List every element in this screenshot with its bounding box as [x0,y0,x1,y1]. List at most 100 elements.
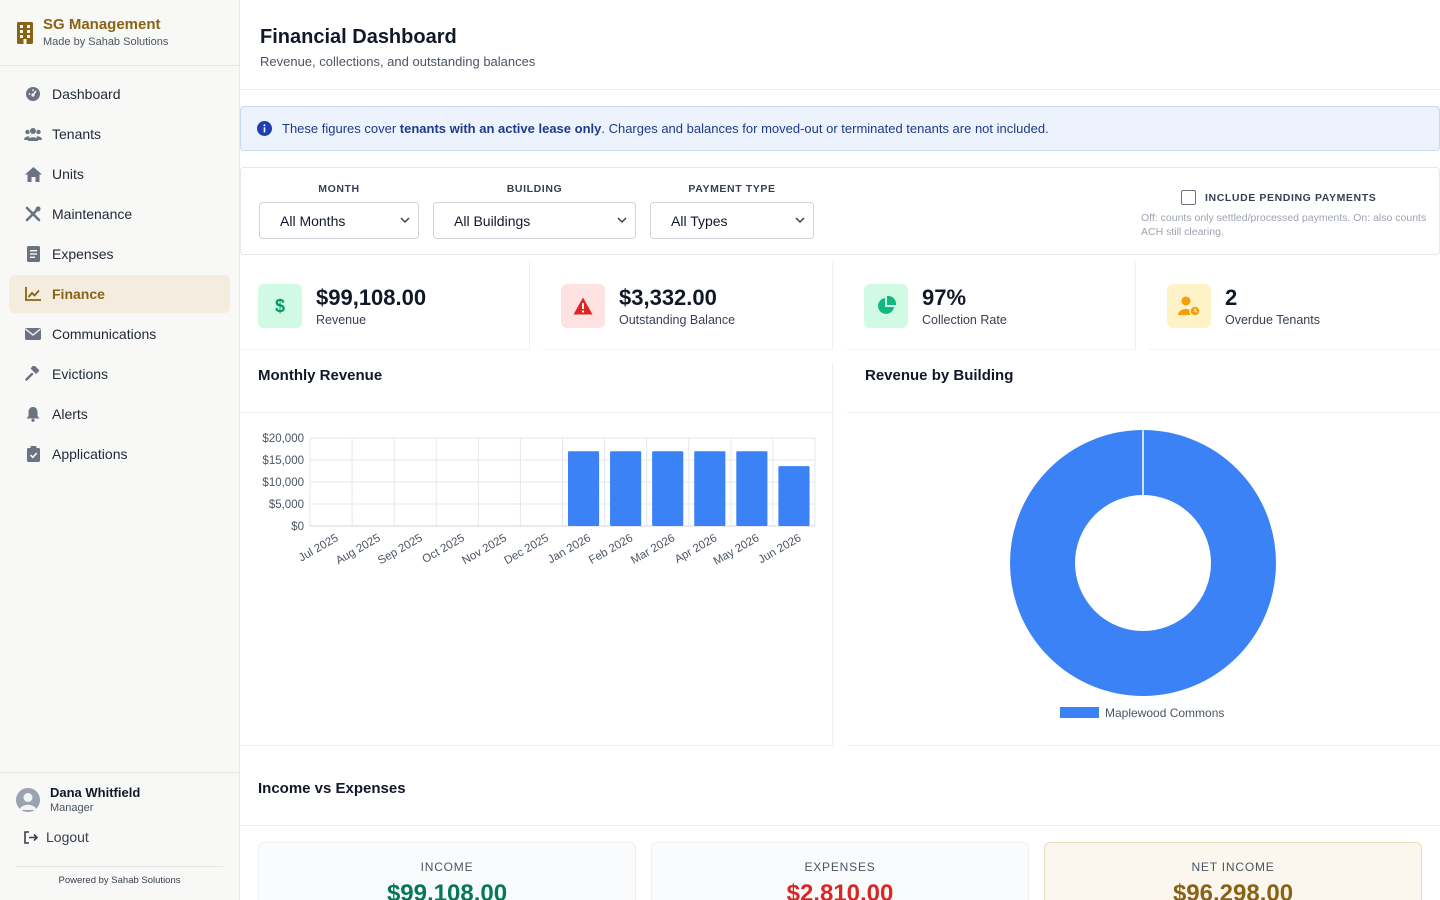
summary-label: NET INCOME [1191,860,1275,874]
kpi-outstanding-balance: $3,332.00 Outstanding Balance [543,262,833,350]
x-tick-label: Jul 2025 [297,532,341,564]
pending-payments-checkbox[interactable] [1181,190,1196,205]
bar [694,451,726,526]
main-content: Financial Dashboard Revenue, collections… [240,0,1440,900]
info-icon [257,121,272,136]
expenses-card: EXPENSES $2,810.00 [651,842,1029,900]
sidebar-item-alerts[interactable]: Alerts [9,395,230,433]
avatar [16,788,40,812]
summary-label: INCOME [420,860,474,874]
x-tick-label: Jan 2026 [546,532,593,566]
summary-value: $99,108.00 [386,880,508,900]
notice-suffix: . Charges and balances for moved-out or … [601,121,1049,136]
sidebar-item-label: Applications [52,446,128,462]
sidebar-item-label: Units [52,166,84,182]
home-icon [24,165,42,183]
kpi-label: Collection Rate [922,312,1007,327]
notice-emphasis: tenants with an active lease only [399,121,602,136]
building-filter-label: BUILDING [506,183,563,195]
bar [778,466,810,526]
y-tick-label: $0 [291,521,304,533]
kpi-label: Overdue Tenants [1225,312,1320,327]
kpi-revenue: $ $99,108.00 Revenue [240,262,530,350]
bar [610,451,642,526]
month-filter-label: MONTH [318,183,360,195]
dashboard-icon [24,85,42,103]
legend-label: Maplewood Commons [1105,706,1224,720]
y-tick-label: $20,000 [262,433,304,445]
notice-prefix: These figures cover [282,121,400,136]
kpi-label: Outstanding Balance [619,312,736,327]
sidebar-item-communications[interactable]: Communications [9,315,230,353]
sidebar-item-evictions[interactable]: Evictions [9,355,230,393]
x-tick-label: Sep 2025 [376,532,425,567]
user-profile[interactable]: Dana Whitfield Manager [0,773,239,815]
pie-chart-icon [864,283,908,328]
x-tick-label: Jun 2026 [756,532,803,566]
brand-title: SG Management [43,16,161,33]
kpi-row: $ $99,108.00 Revenue $3,332.00 Outstandi… [240,262,1440,350]
y-tick-label: $10,000 [262,477,304,489]
sidebar-item-units[interactable]: Units [9,155,230,193]
bar [567,451,600,526]
sidebar-item-dashboard[interactable]: Dashboard [9,75,230,113]
income-card: INCOME $99,108.00 [258,842,636,900]
logout-icon [24,830,38,844]
sidebar-item-maintenance[interactable]: Maintenance [9,195,230,233]
brand[interactable]: SG Management Made by Sahab Solutions [0,0,239,66]
revenue-by-building-chart: Maplewood Commons [1010,430,1276,720]
kpi-collection-rate: 97% Collection Rate [846,262,1136,350]
x-tick-label: Feb 2026 [587,532,635,567]
receipt-icon [24,245,42,263]
page-header: Financial Dashboard Revenue, collections… [240,0,1440,90]
bar [652,451,684,526]
sidebar-item-label: Expenses [52,246,114,262]
net-income-card: NET INCOME $96,298.00 [1044,842,1422,900]
panel-title: Revenue by Building [847,363,1440,413]
user-clock-icon [1167,283,1211,328]
sidebar-item-expenses[interactable]: Expenses [9,235,230,273]
logout-button[interactable]: Logout [24,829,239,845]
envelope-icon [24,325,42,343]
sidebar: SG Management Made by Sahab Solutions Da… [0,0,240,900]
kpi-value: 2 [1225,284,1238,310]
sidebar-item-tenants[interactable]: Tenants [9,115,230,153]
month-select[interactable]: All Months [259,202,419,239]
user-name: Dana Whitfield [50,785,141,800]
sidebar-item-label: Finance [52,286,105,302]
x-tick-label: Dec 2025 [502,532,551,567]
chevron-down-icon [617,217,627,224]
sidebar-item-label: Evictions [52,366,109,382]
kpi-value: $99,108.00 [316,284,427,310]
summary-value: $96,298.00 [1172,880,1294,900]
x-tick-label: Mar 2026 [629,532,677,567]
y-tick-label: $5,000 [269,499,304,511]
kpi-overdue-tenants: 2 Overdue Tenants [1149,262,1439,350]
sidebar-item-label: Tenants [52,126,102,142]
sidebar-item-label: Dashboard [52,86,121,102]
notice-text: These figures cover tenants with an acti… [282,121,1049,136]
page-title: Financial Dashboard [260,26,457,48]
panel-title: Income vs Expenses [240,776,1440,826]
month-filter: MONTH All Months [259,183,419,239]
sidebar-item-applications[interactable]: Applications [9,435,230,473]
powered-by: Powered by Sahab Solutions [16,866,223,886]
building-select[interactable]: All Buildings [433,202,636,239]
x-tick-label: Oct 2025 [420,532,466,566]
summary-value: $2,810.00 [786,880,894,900]
bell-icon [24,405,42,423]
payment-type-select[interactable]: All Types [650,202,814,239]
sidebar-footer: Dana Whitfield Manager Logout Powered by… [0,772,239,900]
building-icon [17,22,33,44]
clipboard-check-icon [24,445,42,463]
sidebar-item-finance[interactable]: Finance [9,275,230,313]
building-filter: BUILDING All Buildings [433,183,636,239]
summary-label: EXPENSES [804,860,876,874]
y-tick-label: $15,000 [262,455,304,467]
gavel-icon [24,365,42,383]
x-tick-label: Nov 2025 [460,532,509,567]
x-tick-label: Aug 2025 [334,532,383,567]
chevron-down-icon [795,217,805,224]
kpi-label: Revenue [316,312,367,327]
chart-line-icon [24,285,42,303]
